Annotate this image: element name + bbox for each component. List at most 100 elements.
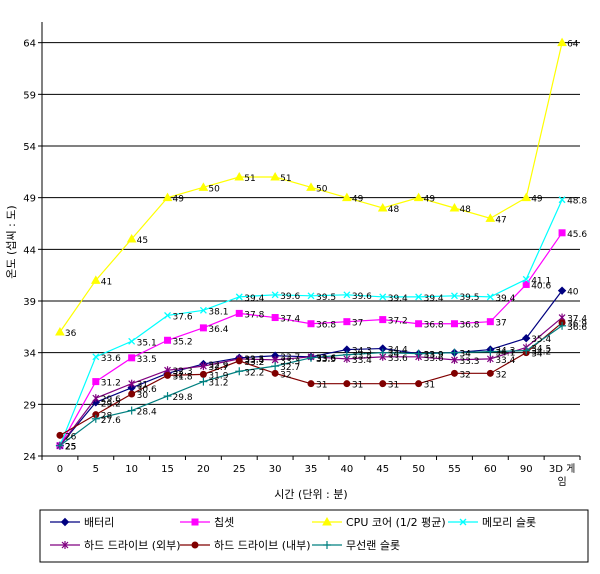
data-label: 34.1 bbox=[495, 349, 515, 359]
data-point bbox=[199, 306, 207, 314]
data-point bbox=[558, 321, 567, 330]
data-point bbox=[90, 275, 101, 284]
legend-label: 칩셋 bbox=[214, 516, 234, 529]
data-label: 33.2 bbox=[244, 358, 264, 368]
data-label: 40 bbox=[567, 288, 579, 298]
data-point bbox=[60, 517, 70, 527]
data-point bbox=[55, 326, 65, 336]
data-label: 31.8 bbox=[173, 372, 193, 382]
legend-item: CPU 코어 (1/2 평균) bbox=[312, 516, 446, 529]
data-point bbox=[128, 354, 136, 362]
y-tick-label: 44 bbox=[23, 245, 36, 256]
data-point bbox=[191, 518, 199, 526]
data-label: 48 bbox=[459, 205, 471, 215]
data-point bbox=[522, 280, 530, 288]
data-point bbox=[55, 441, 64, 450]
data-point bbox=[199, 362, 207, 371]
data-label: 36.9 bbox=[567, 320, 587, 330]
data-label: 47 bbox=[495, 215, 506, 225]
data-label: 31.2 bbox=[208, 379, 228, 389]
data-label: 32 bbox=[495, 370, 506, 380]
data-label: 41.1 bbox=[531, 276, 551, 286]
data-label: 36.8 bbox=[459, 321, 479, 331]
data-point bbox=[271, 314, 279, 322]
data-label: 39.6 bbox=[352, 292, 372, 302]
data-label: 31 bbox=[388, 381, 399, 391]
data-point bbox=[164, 312, 171, 319]
data-point bbox=[415, 293, 423, 301]
axes: 24 29 34 39 44 49 54 59 64 0 5 10 15 20 25 30 35 40 45 50 55… bbox=[23, 22, 581, 488]
data-point bbox=[450, 348, 459, 357]
data-label: 50 bbox=[208, 184, 220, 194]
data-point bbox=[486, 354, 494, 363]
data-label: 34.2 bbox=[531, 348, 551, 358]
data-label: 34.4 bbox=[388, 346, 408, 356]
data-point bbox=[486, 293, 494, 301]
data-point bbox=[307, 292, 315, 300]
data-point bbox=[449, 202, 460, 212]
data-label: 28 bbox=[101, 412, 113, 422]
data-point bbox=[521, 333, 531, 343]
data-label: 64 bbox=[567, 40, 579, 50]
data-point bbox=[235, 309, 243, 317]
data-point bbox=[377, 202, 388, 212]
data-point bbox=[92, 394, 100, 403]
data-point bbox=[127, 406, 136, 415]
legend-item: 칩셋 bbox=[180, 516, 234, 529]
data-label: 48.8 bbox=[567, 197, 587, 207]
data-label: 33.5 bbox=[137, 355, 157, 365]
x-tick-label: 임 bbox=[557, 475, 566, 488]
x-tick-label: 55 bbox=[448, 464, 461, 475]
x-tick-label: 50 bbox=[412, 464, 425, 475]
data-label: 33.5 bbox=[244, 355, 264, 365]
data-point bbox=[271, 291, 279, 299]
data-label: 32 bbox=[459, 370, 470, 380]
data-label: 35.2 bbox=[173, 337, 193, 347]
x-axis-title: 시간 (단위 : 분) bbox=[274, 488, 347, 501]
data-point bbox=[414, 349, 423, 358]
data-label: 36.8 bbox=[316, 321, 336, 331]
legend-label: 하드 드라이브 (외부) bbox=[84, 538, 181, 552]
data-point bbox=[451, 355, 458, 364]
data-label: 34.5 bbox=[531, 345, 551, 355]
data-point bbox=[199, 370, 207, 378]
data-point bbox=[92, 378, 100, 386]
data-point bbox=[415, 380, 423, 388]
data-label: 48 bbox=[388, 205, 400, 215]
data-point bbox=[343, 380, 351, 388]
data-label: 36.6 bbox=[567, 323, 587, 333]
data-point bbox=[379, 380, 387, 388]
data-label: 34 bbox=[459, 350, 471, 360]
data-point bbox=[198, 182, 209, 191]
x-tick-label: 25 bbox=[233, 464, 246, 475]
data-point bbox=[378, 348, 387, 357]
series bbox=[56, 319, 566, 439]
data-point bbox=[343, 318, 351, 326]
y-axis-title: 온도 (섭씨 : 도) bbox=[5, 205, 18, 278]
data-label: 39.5 bbox=[316, 293, 336, 303]
data-point bbox=[163, 392, 172, 401]
x-tick-label: 35 bbox=[305, 464, 318, 475]
data-label: 32 bbox=[173, 370, 184, 380]
x-tick-label: 45 bbox=[376, 464, 389, 475]
data-label: 26 bbox=[65, 432, 77, 442]
legend-label: 배터리 bbox=[84, 516, 114, 529]
data-point bbox=[307, 353, 315, 362]
data-label: 32.7 bbox=[208, 363, 228, 373]
data-label: 27.6 bbox=[101, 416, 121, 426]
data-label: 32.7 bbox=[280, 363, 300, 373]
data-point bbox=[342, 192, 352, 202]
x-tick-label: 30 bbox=[269, 464, 282, 475]
data-point bbox=[486, 347, 495, 356]
legend-label: 하드 드라이브 (내부) bbox=[214, 538, 311, 552]
series-lines bbox=[55, 37, 567, 450]
data-point bbox=[235, 367, 244, 376]
data-point bbox=[235, 293, 243, 301]
data-label: 32 bbox=[280, 370, 291, 380]
data-label: 39.4 bbox=[495, 294, 515, 304]
data-label: 37.4 bbox=[567, 315, 587, 325]
data-label: 37 bbox=[495, 319, 506, 329]
data-point bbox=[343, 291, 351, 299]
